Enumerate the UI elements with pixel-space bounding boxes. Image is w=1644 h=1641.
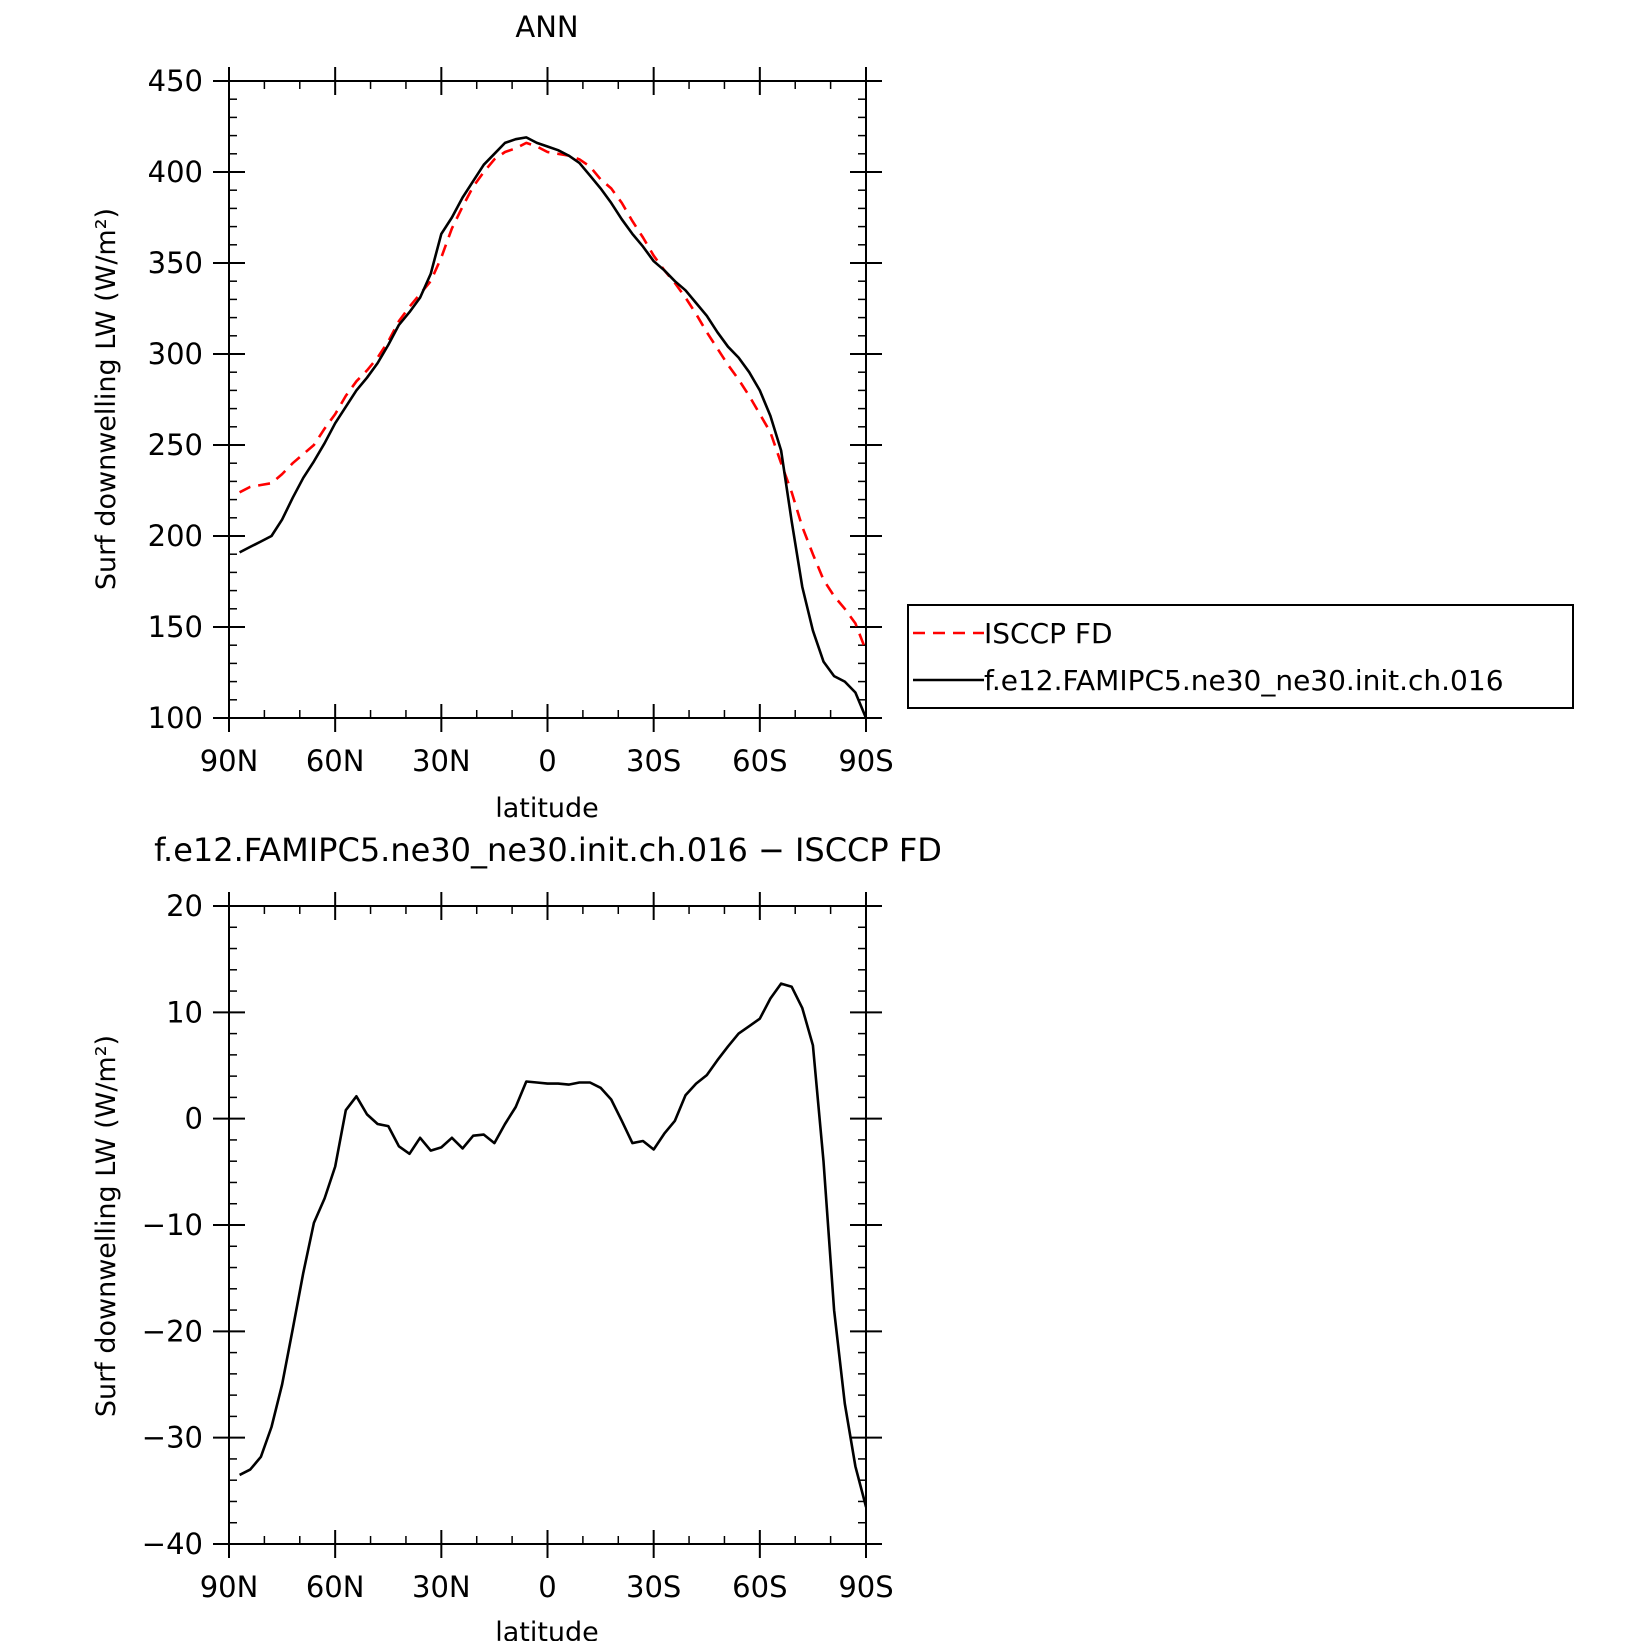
y-tick-label: 350	[148, 246, 203, 280]
y-axis-label: Surf downwelling LW (W/m²)	[91, 1035, 122, 1417]
x-tick-label: 0	[538, 744, 556, 778]
y-tick-label: 100	[148, 701, 203, 735]
x-tick-label: 60N	[306, 744, 365, 778]
y-tick-label: 10	[166, 995, 203, 1029]
legend: ISCCP FD f.e12.FAMIPC5.ne30_ne30.init.ch…	[907, 604, 1574, 709]
legend-label-model: f.e12.FAMIPC5.ne30_ne30.init.ch.016	[984, 664, 1504, 697]
y-tick-label: 150	[148, 610, 203, 644]
x-tick-label: 0	[538, 1570, 556, 1604]
x-axis-label: latitude	[495, 1617, 599, 1641]
y-tick-label: 300	[148, 337, 203, 371]
y-tick-label: 400	[148, 155, 203, 189]
x-tick-label: 90S	[838, 1570, 893, 1604]
y-axis-tick-labels: 100 150 200 250 300 350 400 450	[148, 64, 203, 735]
y-axis-label: Surf downwelling LW (W/m²)	[91, 208, 122, 590]
x-tick-label: 30N	[412, 744, 471, 778]
chart-difference: f.e12.FAMIPC5.ne30_ne30.init.ch.016 − IS…	[91, 831, 942, 1641]
y-tick-label: −10	[142, 1208, 203, 1242]
legend-box	[907, 604, 1574, 709]
x-tick-label: 60S	[732, 1570, 787, 1604]
x-axis-label: latitude	[495, 793, 599, 824]
chart-annual-mean: ANN 100 150 200 250 300 350 400 450 90N 60N 30N 0 3…	[91, 10, 1574, 824]
x-axis-ticks	[228, 892, 867, 1558]
x-tick-label: 60N	[306, 1570, 365, 1604]
y-tick-label: 200	[148, 519, 203, 553]
y-tick-label: 450	[148, 64, 203, 98]
series-line-0	[239, 141, 866, 652]
series-line-0	[239, 982, 866, 1509]
x-tick-label: 30S	[626, 744, 681, 778]
series-lines	[239, 136, 866, 718]
legend-label-isccp: ISCCP FD	[984, 617, 1113, 650]
y-tick-label: 250	[148, 428, 203, 462]
chart-title: ANN	[515, 10, 578, 44]
x-tick-label: 90N	[200, 744, 259, 778]
x-axis-tick-labels: 90N 60N 30N 0 30S 60S 90S	[200, 1570, 894, 1604]
y-tick-label: 0	[185, 1102, 203, 1136]
y-tick-label: −30	[142, 1421, 203, 1455]
chart-title: f.e12.FAMIPC5.ne30_ne30.init.ch.016 − IS…	[154, 831, 942, 869]
x-axis-tick-labels: 90N 60N 30N 0 30S 60S 90S	[200, 744, 894, 778]
y-axis-ticks	[213, 80, 882, 719]
series-lines	[239, 982, 866, 1509]
x-tick-label: 30S	[626, 1570, 681, 1604]
y-tick-label: 20	[166, 889, 203, 923]
y-tick-label: −40	[142, 1527, 203, 1561]
x-tick-label: 60S	[732, 744, 787, 778]
y-tick-label: −20	[142, 1314, 203, 1348]
series-line-1	[239, 136, 866, 718]
x-tick-label: 90S	[838, 744, 893, 778]
y-axis-tick-labels: −40 −30 −20 −10 0 10 20	[142, 889, 203, 1561]
x-tick-label: 30N	[412, 1570, 471, 1604]
x-tick-label: 90N	[200, 1570, 259, 1604]
